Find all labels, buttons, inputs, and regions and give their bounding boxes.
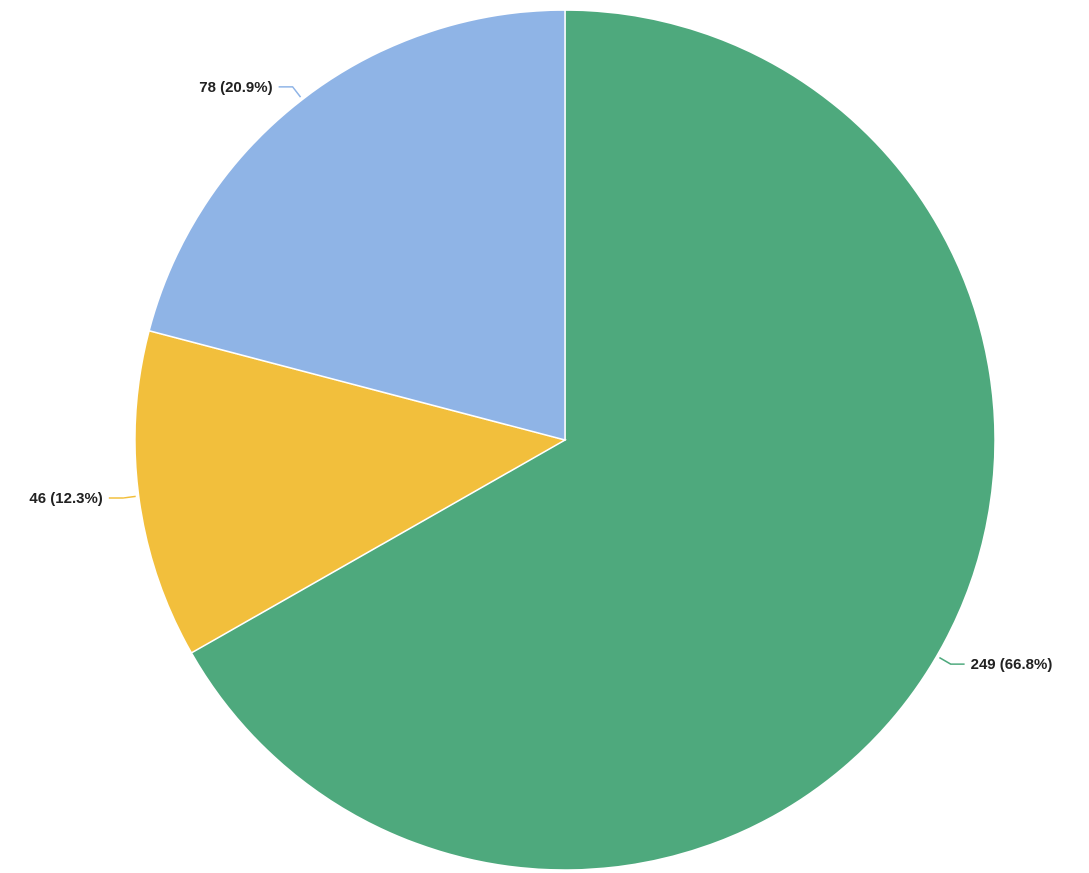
- pie-slice-1: [134, 329, 567, 654]
- data-label-2: 78 (20.9%): [199, 79, 272, 96]
- labels-layer: 249 (66.8%) 46 (12.3%) 78 (20.9%): [29, 79, 1052, 673]
- slices-layer: [134, 9, 996, 871]
- pie-slice-2: [148, 9, 566, 441]
- leader-line-1: [108, 495, 136, 499]
- pie-slice-0: [190, 9, 996, 871]
- data-label-0: 249 (66.8%): [971, 656, 1053, 673]
- leader-line-0: [939, 656, 965, 665]
- data-label-1: 46 (12.3%): [29, 490, 102, 507]
- leader-line-2: [278, 86, 302, 98]
- leaders-layer: [108, 86, 965, 665]
